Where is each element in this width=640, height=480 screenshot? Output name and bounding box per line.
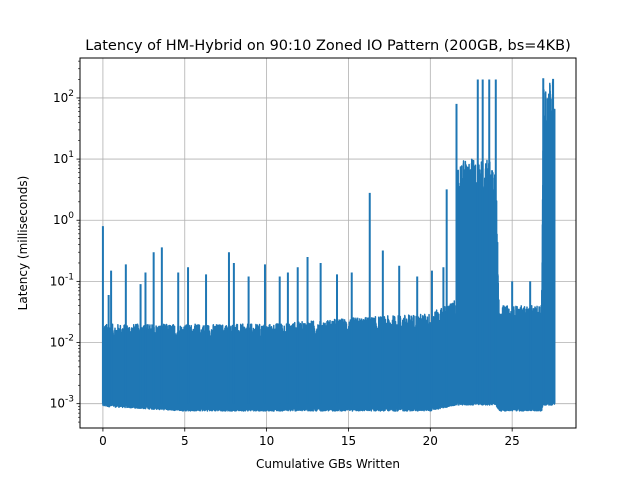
y-tick-label: 10-1 (50, 272, 74, 288)
x-tick-label: 10 (259, 434, 274, 448)
y-tick-label: 100 (53, 211, 74, 227)
y-tick-label: 10-3 (50, 395, 74, 411)
x-tick-label: 0 (99, 434, 107, 448)
y-tick-label: 102 (53, 89, 74, 105)
chart-title: Latency of HM-Hybrid on 90:10 Zoned IO P… (85, 38, 571, 54)
x-tick-label: 5 (181, 434, 189, 448)
plot-frame (79, 57, 577, 429)
x-axis-label: Cumulative GBs Written (256, 457, 400, 471)
y-axis: 10-3 10-2 10-1 100 101 102 (50, 60, 80, 423)
x-tick-label: 25 (505, 434, 520, 448)
x-tick-label: 15 (341, 434, 356, 448)
y-tick-label: 101 (53, 150, 74, 166)
y-axis-label: Latency (milliseconds) (16, 176, 30, 311)
x-tick-label: 20 (423, 434, 438, 448)
series-latency (101, 78, 556, 412)
y-tick-label: 10-2 (50, 334, 74, 350)
x-axis: 0 5 10 15 20 25 (99, 428, 520, 448)
